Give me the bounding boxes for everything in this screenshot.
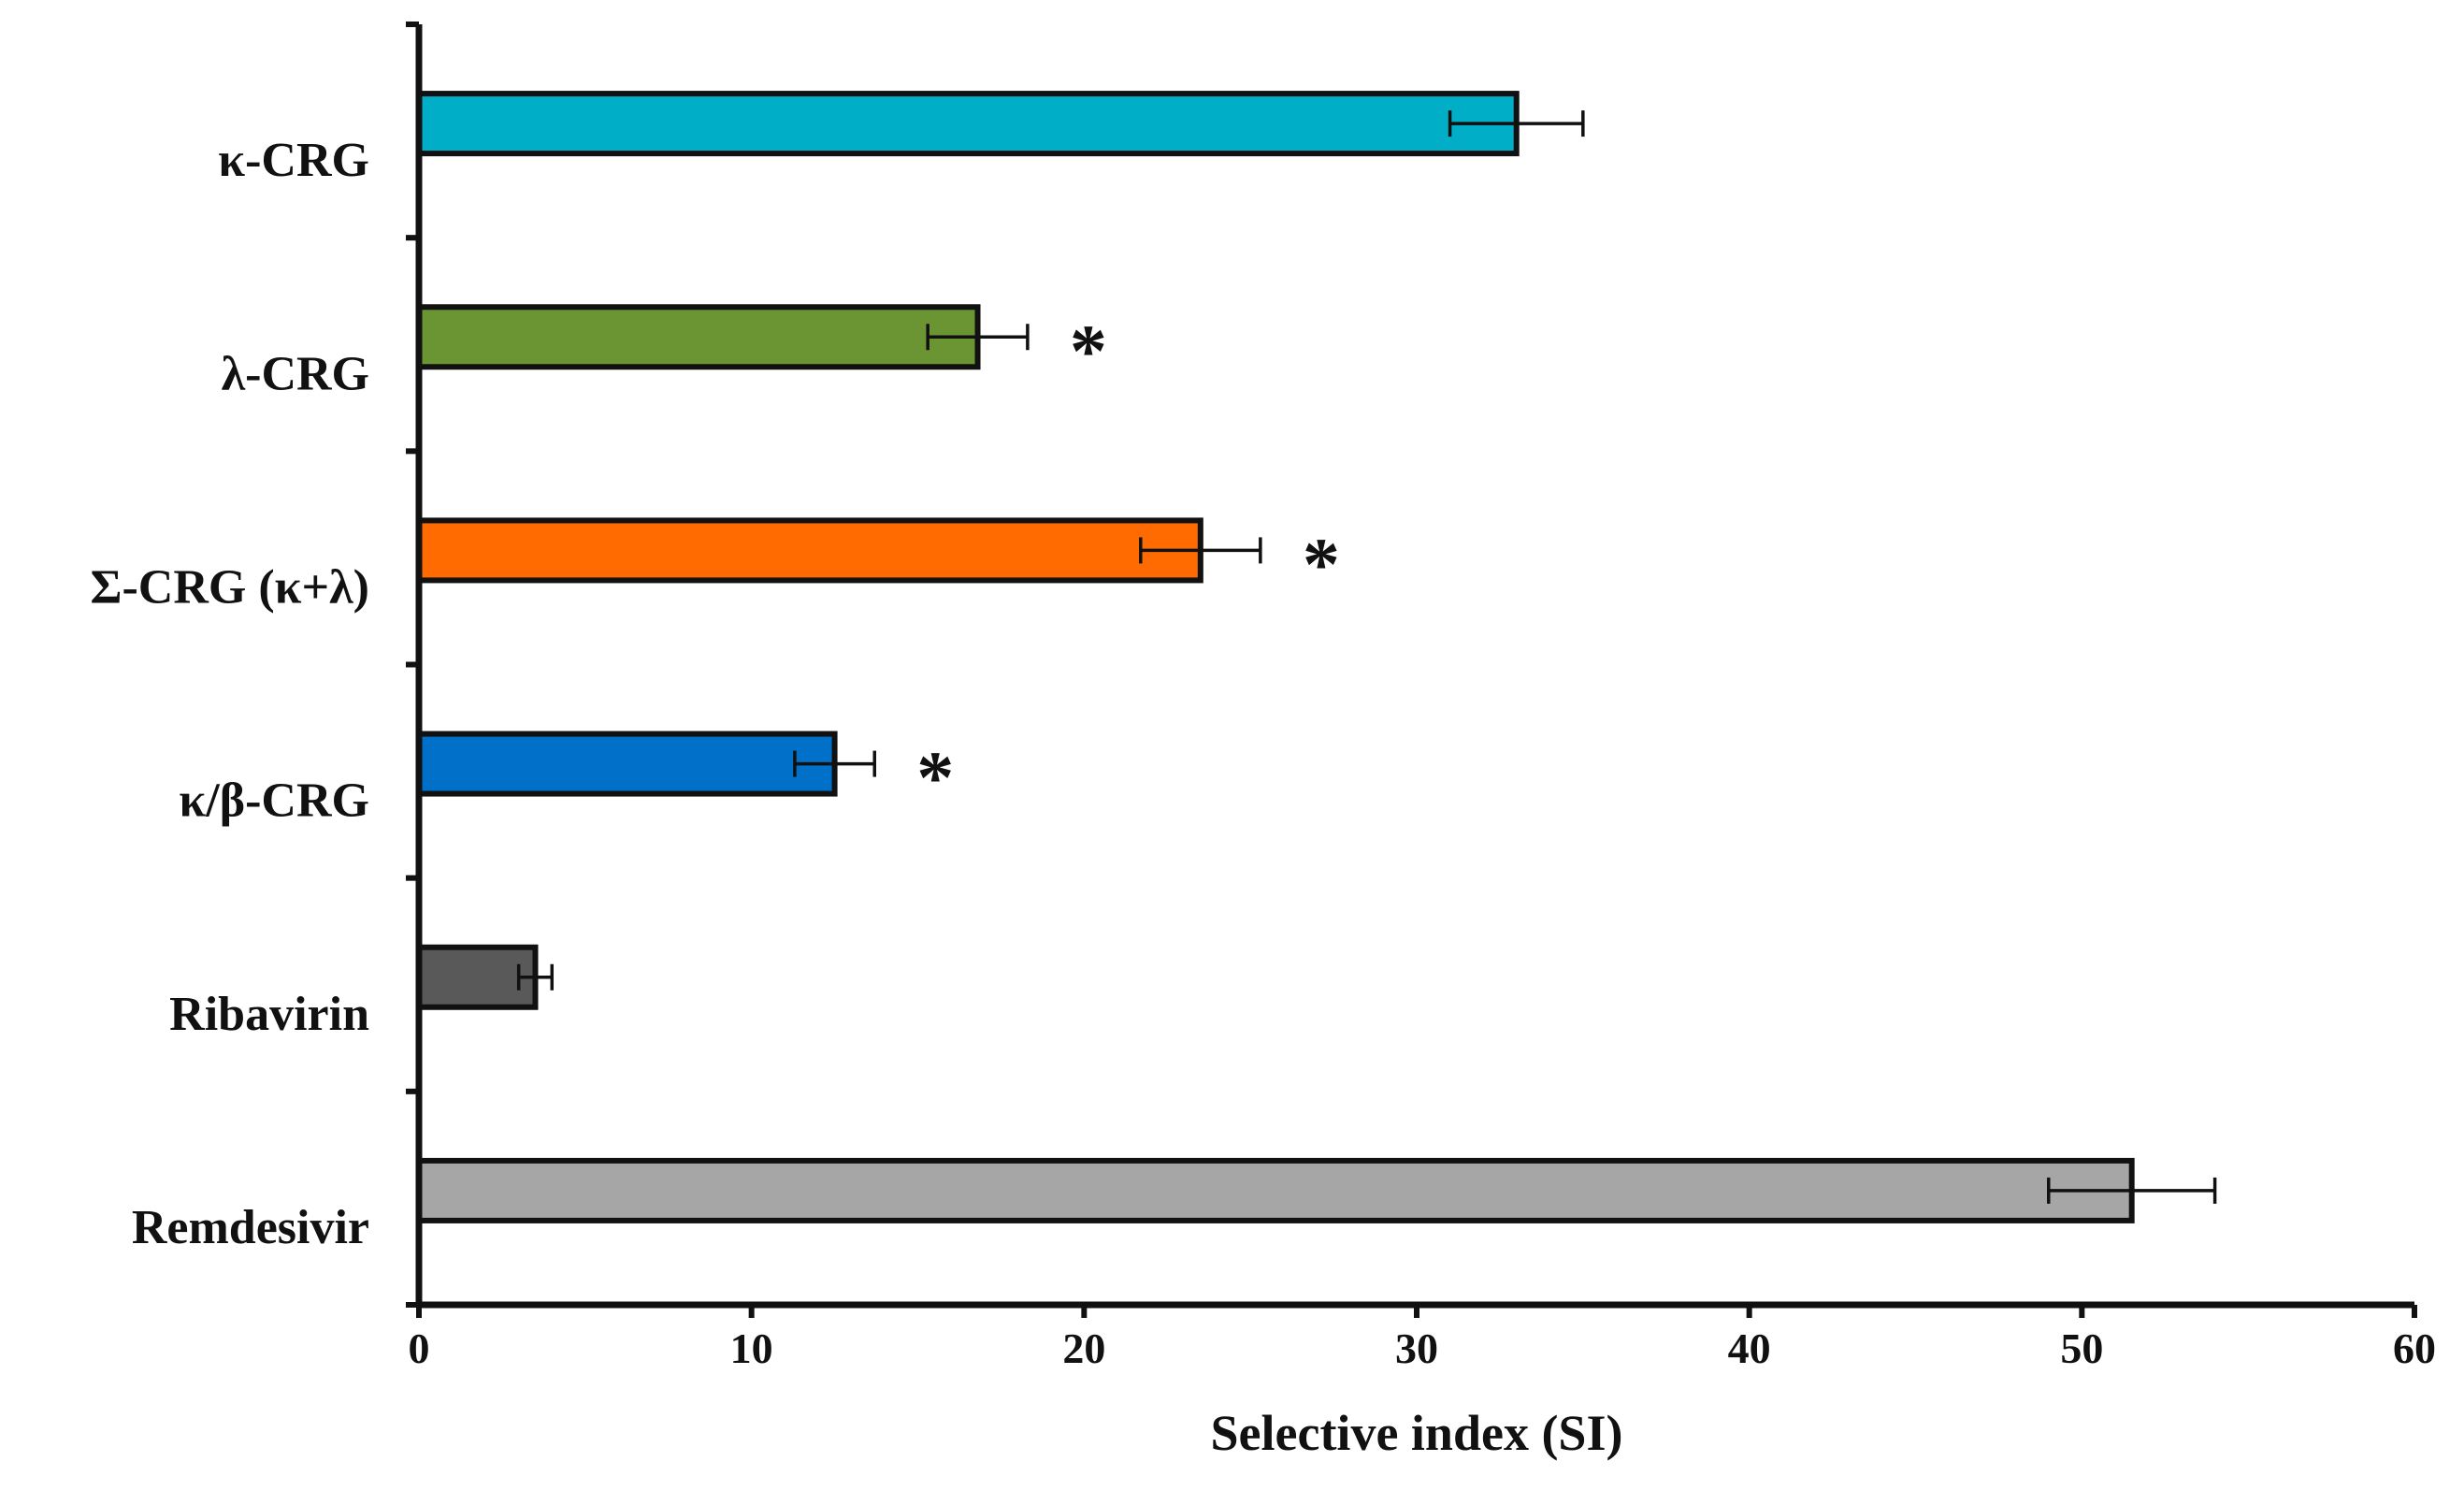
category-label: κ/β-CRG	[179, 774, 369, 828]
bar	[416, 91, 1520, 157]
x-tick-label: 30	[1395, 1324, 1438, 1372]
x-tick-label: 0	[409, 1324, 430, 1372]
ticks-layer: 0 10 20 30 40 50 60	[406, 22, 2436, 1372]
bar	[416, 304, 981, 370]
x-tick-label: 10	[730, 1324, 773, 1372]
bar-group: κ/β-CRG *	[179, 731, 954, 828]
category-label: Remdesivir	[132, 1201, 369, 1254]
axes-layer	[415, 24, 2414, 1309]
category-label: Σ-CRG (κ+λ)	[90, 560, 369, 614]
x-tick-label: 20	[1062, 1324, 1105, 1372]
significance-marker: *	[1070, 311, 1107, 393]
bar-group: λ-CRG *	[222, 304, 1107, 400]
x-tick-label: 40	[1728, 1324, 1771, 1372]
bar-group: κ-CRG	[218, 91, 1585, 187]
x-tick-label: 50	[2060, 1324, 2103, 1372]
significance-marker: *	[916, 738, 954, 820]
bar	[416, 1157, 2135, 1223]
significance-marker: *	[1303, 524, 1340, 606]
bar	[416, 731, 838, 797]
bar	[416, 517, 1203, 584]
category-label: λ-CRG	[222, 347, 369, 400]
bar-group: Ribavirin	[169, 944, 555, 1041]
category-label: Ribavirin	[169, 988, 369, 1041]
bars-layer: κ-CRG λ-CRG * Σ-CRG (κ+λ) * κ/β-CRG * Ribavirin…	[90, 91, 2217, 1254]
x-tick-label: 60	[2393, 1324, 2436, 1372]
bar-group: Σ-CRG (κ+λ) *	[90, 517, 1340, 614]
bar	[416, 944, 539, 1010]
bar-group: Remdesivir	[132, 1157, 2217, 1254]
x-axis-title: Selective index (SI)	[1211, 1405, 1623, 1461]
category-label: κ-CRG	[218, 134, 369, 187]
